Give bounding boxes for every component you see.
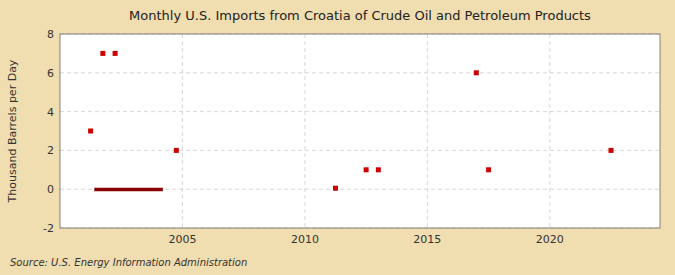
title: Monthly U.S. Imports from Croatia of Cru… [129, 8, 591, 23]
grid-line-y [60, 72, 660, 73]
y-tick-label: 0 [47, 183, 54, 196]
data-point [174, 148, 179, 153]
x-tick-label: 2010 [291, 233, 319, 246]
background [0, 0, 675, 275]
grid-line-x [427, 34, 428, 228]
grid-line-y [60, 150, 660, 151]
grid-line-x [182, 34, 183, 228]
x-tick-label: 2020 [536, 233, 564, 246]
y-tick-label: 8 [47, 28, 54, 41]
data-point [486, 167, 491, 172]
line-segment [94, 188, 163, 192]
grid-line-y [60, 189, 660, 190]
chart: -2 0 2 4 6 8 2005 2010 2015 2020 Monthly U.S. Impo… [0, 0, 675, 275]
y-tick-label: -2 [43, 222, 54, 235]
data-point [88, 129, 93, 134]
grid [60, 34, 660, 228]
y-tick-label: 2 [47, 144, 54, 157]
grid-line-x [304, 34, 305, 228]
grid-line-y [60, 111, 660, 112]
plot-background [60, 34, 660, 228]
data-point [609, 148, 614, 153]
data-point [100, 51, 105, 56]
marks [88, 51, 613, 191]
source-note: Source: U.S. Energy Information Administ… [10, 257, 247, 268]
data-point [113, 51, 118, 56]
tick-labels: -2 0 2 4 6 8 2005 2010 2015 2020 [43, 28, 564, 246]
x-tick-label: 2005 [168, 233, 196, 246]
plot-frame [60, 34, 660, 228]
data-point [474, 70, 479, 75]
y-axis-label: Thousand Barrels per Day [6, 59, 19, 203]
y-tick-label: 4 [47, 106, 54, 119]
data-point [364, 167, 369, 172]
grid-line-x [549, 34, 550, 228]
data-point [376, 167, 381, 172]
y-tick-label: 6 [47, 67, 54, 80]
x-tick-label: 2015 [413, 233, 441, 246]
data-point [333, 186, 338, 191]
